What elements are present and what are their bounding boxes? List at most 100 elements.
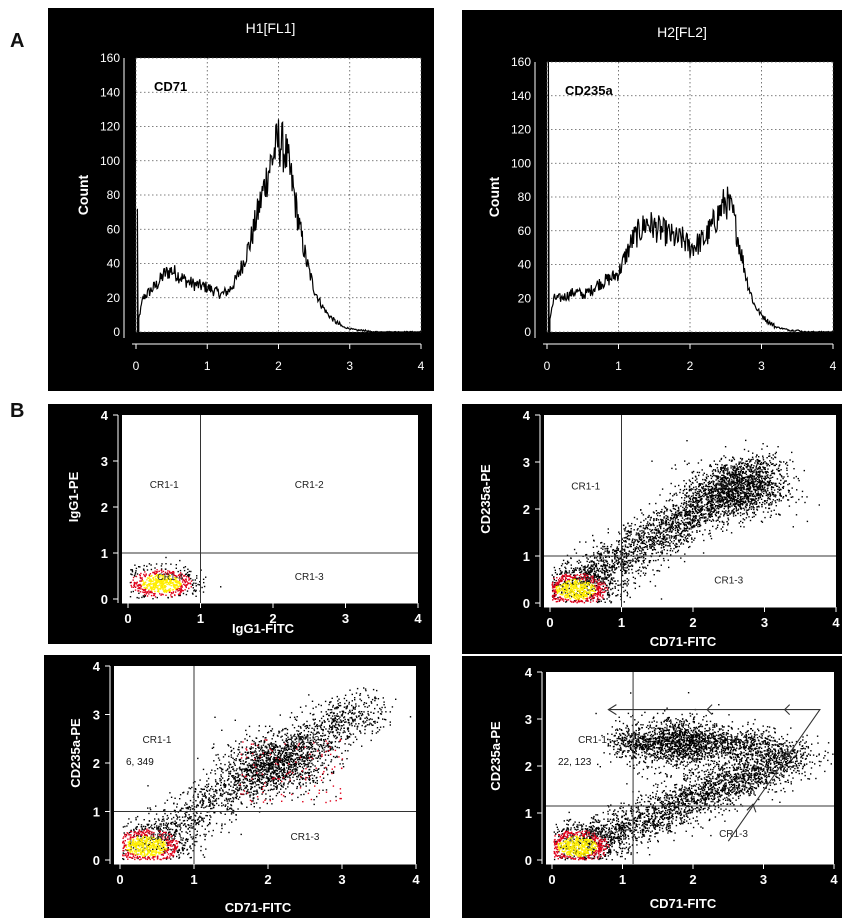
d2-event-dot <box>637 556 639 559</box>
d2-event-dot <box>741 482 744 485</box>
d2-event-dot <box>584 576 587 578</box>
d2-event-dot <box>623 583 625 585</box>
d2-event-dot <box>620 569 622 571</box>
d1-event-dot <box>165 563 167 565</box>
d2-event-dot <box>637 541 639 543</box>
d2-event-dot <box>585 594 587 596</box>
d2-event-dot <box>670 510 673 513</box>
d2-event-dot <box>637 528 639 530</box>
d2-event-dot <box>717 477 719 479</box>
d2-event-dot <box>611 567 613 569</box>
d1-event-dot <box>148 590 150 592</box>
d2-event-dot <box>776 478 779 480</box>
d2-event-dot <box>716 505 718 507</box>
d1-event-dot <box>135 570 137 572</box>
d2-event-dot <box>761 477 763 479</box>
d2-event-dot <box>742 467 745 469</box>
d2-event-dot <box>771 493 774 496</box>
d2-event-dot <box>696 506 698 508</box>
d2-event-dot <box>738 500 740 502</box>
d2-event-dot <box>639 553 641 555</box>
d1-event-dot <box>186 581 188 583</box>
d2-event-dot <box>722 486 724 488</box>
d2-event-dot <box>725 464 727 466</box>
d2-event-dot <box>599 598 601 601</box>
d2-event-dot <box>725 479 728 481</box>
d2-event-dot <box>565 567 567 570</box>
d2-event-dot <box>719 495 722 498</box>
d2-event-dot <box>670 537 672 539</box>
d2-event-dot <box>685 510 687 513</box>
d2-event-dot <box>744 476 746 479</box>
d2-event-dot <box>713 481 715 483</box>
d2-event-dot <box>696 531 698 533</box>
d1-event-dot <box>154 587 156 590</box>
d2-event-dot <box>719 506 721 509</box>
d2-event-dot <box>562 587 565 589</box>
d1-dot-cloud <box>129 556 222 600</box>
d2-event-dot <box>603 565 606 567</box>
d2-event-dot <box>710 505 712 508</box>
d2-event-dot <box>650 523 652 526</box>
d2-event-dot <box>727 524 729 526</box>
d2-event-dot <box>685 513 688 515</box>
d2-event-dot <box>642 549 645 551</box>
d2-event-dot <box>706 505 709 507</box>
d2-event-dot <box>692 492 694 494</box>
d2-event-dot <box>603 545 606 548</box>
h2-x-tick-label: 0 <box>544 359 551 373</box>
d1-event-dot <box>165 578 168 581</box>
d2-event-dot <box>731 505 733 507</box>
d1-event-dot <box>167 583 170 585</box>
d2-event-dot <box>732 513 735 515</box>
d2-event-dot <box>701 509 703 511</box>
d1-event-dot <box>186 576 188 578</box>
d2-event-dot <box>589 581 592 584</box>
d2-event-dot <box>689 512 691 514</box>
d2-event-dot <box>570 601 573 603</box>
d2-event-dot <box>613 564 616 566</box>
d2-event-dot <box>732 456 734 458</box>
d2-event-dot <box>731 495 734 497</box>
d2-event-dot <box>752 486 755 488</box>
d2-event-dot <box>603 561 605 564</box>
d2-event-dot <box>651 524 653 526</box>
d2-event-dot <box>745 492 747 494</box>
d2-event-dot <box>602 572 604 574</box>
d1-event-dot <box>143 582 145 584</box>
d1-event-dot <box>155 580 157 582</box>
h1-y-tick-label: 100 <box>100 154 120 168</box>
d2-event-dot <box>687 510 690 513</box>
d2-event-dot <box>736 476 739 478</box>
d2-event-dot <box>756 509 759 511</box>
d2-event-dot <box>774 482 776 485</box>
d2-event-dot <box>639 535 641 537</box>
d2-event-dot <box>598 570 600 573</box>
d2-event-dot <box>684 530 686 532</box>
d2-event-dot <box>608 552 610 554</box>
d2-event-dot <box>717 506 719 508</box>
d2-event-dot <box>754 495 756 497</box>
h2-x-tick-label: 4 <box>830 359 837 373</box>
d2-event-dot <box>621 553 623 555</box>
d2-event-dot <box>640 539 643 541</box>
d2-event-dot <box>684 515 687 517</box>
d2-event-dot <box>736 481 738 483</box>
d2-event-dot <box>776 468 778 471</box>
d2-event-dot <box>681 535 683 538</box>
d2-event-dot <box>709 492 712 494</box>
d2-event-dot <box>581 594 583 597</box>
d2-event-dot <box>613 572 615 574</box>
d2-event-dot <box>760 463 762 466</box>
d2-event-dot <box>584 586 586 588</box>
d2-event-dot <box>698 484 700 486</box>
d2-event-dot <box>643 562 645 564</box>
d2-event-dot <box>645 553 647 556</box>
d2-event-dot <box>758 485 760 487</box>
d2-event-dot <box>602 548 604 550</box>
d2-event-dot <box>730 490 732 492</box>
d3-x-tick-label: 3 <box>338 872 345 887</box>
d2-event-dot <box>735 479 738 482</box>
d2-event-dot <box>722 470 725 472</box>
d1-event-dot <box>195 585 197 587</box>
